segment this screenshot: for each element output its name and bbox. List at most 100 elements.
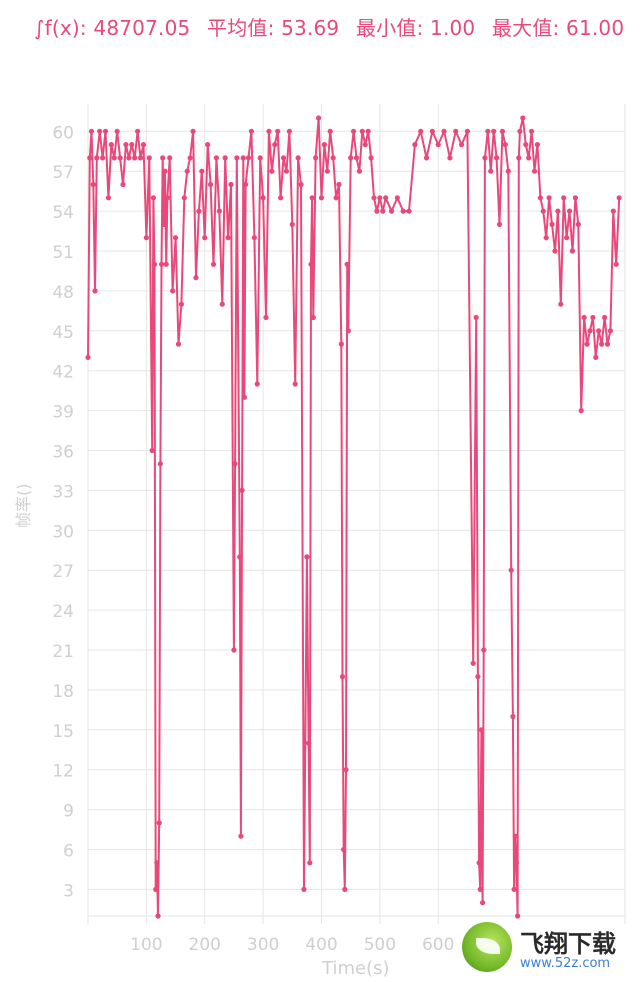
data-point (241, 394, 248, 400)
data-point (272, 142, 278, 148)
y-tick-label: 33 (52, 482, 74, 502)
data-point (318, 195, 325, 201)
data-point (339, 674, 346, 680)
data-point (295, 155, 301, 161)
data-point (254, 381, 260, 387)
data-point (607, 328, 614, 334)
data-point (479, 900, 486, 906)
y-tick-label: 3 (63, 881, 74, 901)
y-tick-label: 27 (52, 562, 74, 582)
data-point (289, 221, 295, 227)
data-point (170, 288, 176, 294)
data-point (251, 235, 257, 241)
data-point (575, 221, 581, 227)
data-point (225, 235, 231, 241)
data-point (286, 128, 292, 134)
y-tick-label: 42 (52, 363, 74, 383)
data-point (473, 314, 479, 321)
y-tick-label: 39 (52, 403, 74, 423)
data-point (593, 354, 599, 360)
data-point (572, 195, 578, 201)
data-point (213, 155, 220, 161)
data-point (205, 142, 211, 148)
data-point (97, 128, 103, 134)
data-point (488, 168, 494, 174)
data-point (321, 142, 327, 148)
y-tick-label: 30 (52, 522, 74, 542)
data-point (143, 235, 149, 241)
data-point (298, 181, 304, 188)
data-point (88, 128, 95, 134)
data-point (458, 142, 465, 148)
data-point (587, 328, 593, 334)
data-point (516, 155, 522, 161)
data-point (343, 767, 349, 773)
data-point (313, 155, 319, 161)
data-point (306, 740, 312, 746)
data-point (126, 155, 132, 161)
data-point (359, 128, 365, 134)
data-point (493, 155, 500, 161)
data-point (510, 713, 516, 720)
data-point (610, 208, 616, 214)
data-point (350, 128, 357, 134)
data-point (216, 208, 222, 214)
data-point (499, 128, 506, 134)
data-point (400, 208, 406, 214)
data-point (162, 168, 168, 174)
data-point (377, 195, 383, 201)
data-point (219, 301, 225, 307)
data-point (307, 860, 313, 866)
data-point (190, 128, 196, 134)
data-point (175, 341, 182, 347)
data-point (228, 181, 234, 188)
data-point (263, 314, 269, 321)
data-point (184, 168, 190, 174)
data-point (342, 886, 348, 893)
data-point (502, 142, 508, 148)
data-point (309, 195, 315, 201)
data-point (150, 195, 156, 201)
data-point (269, 168, 275, 174)
y-tick-label: 48 (52, 283, 74, 303)
data-point (513, 860, 520, 866)
data-point (157, 461, 163, 467)
data-point (92, 288, 98, 294)
data-point (566, 208, 573, 214)
data-point (540, 208, 546, 214)
data-point (561, 195, 567, 201)
data-point (543, 235, 549, 241)
data-point (237, 554, 243, 560)
data-point (558, 301, 564, 307)
y-axis-label: 帧率() (14, 483, 33, 529)
data-point (239, 487, 245, 493)
y-tick-label: 9 (63, 802, 74, 822)
data-point (283, 168, 290, 174)
data-point (508, 567, 514, 573)
data-point (151, 261, 158, 267)
data-point (616, 195, 622, 201)
data-point (146, 155, 152, 161)
data-point (353, 155, 360, 161)
data-point (327, 128, 333, 134)
data-point (362, 142, 368, 148)
data-point (242, 181, 249, 188)
watermark: 飞翔下载 www.52z.com (462, 920, 632, 976)
data-point (160, 155, 166, 161)
data-point (161, 221, 167, 227)
y-tick-label: 60 (52, 123, 74, 143)
data-point (534, 142, 541, 148)
maximum-value: 最大值: 61.00 (491, 16, 625, 40)
data-point (338, 341, 344, 347)
data-point (278, 195, 284, 201)
data-point (196, 208, 202, 214)
data-point (155, 913, 161, 919)
data-point (464, 128, 471, 134)
data-point (105, 195, 112, 201)
data-point (199, 168, 205, 174)
data-point (114, 128, 120, 134)
data-point (475, 674, 481, 680)
data-point (470, 660, 476, 666)
data-point (245, 155, 252, 161)
data-point (412, 142, 418, 148)
